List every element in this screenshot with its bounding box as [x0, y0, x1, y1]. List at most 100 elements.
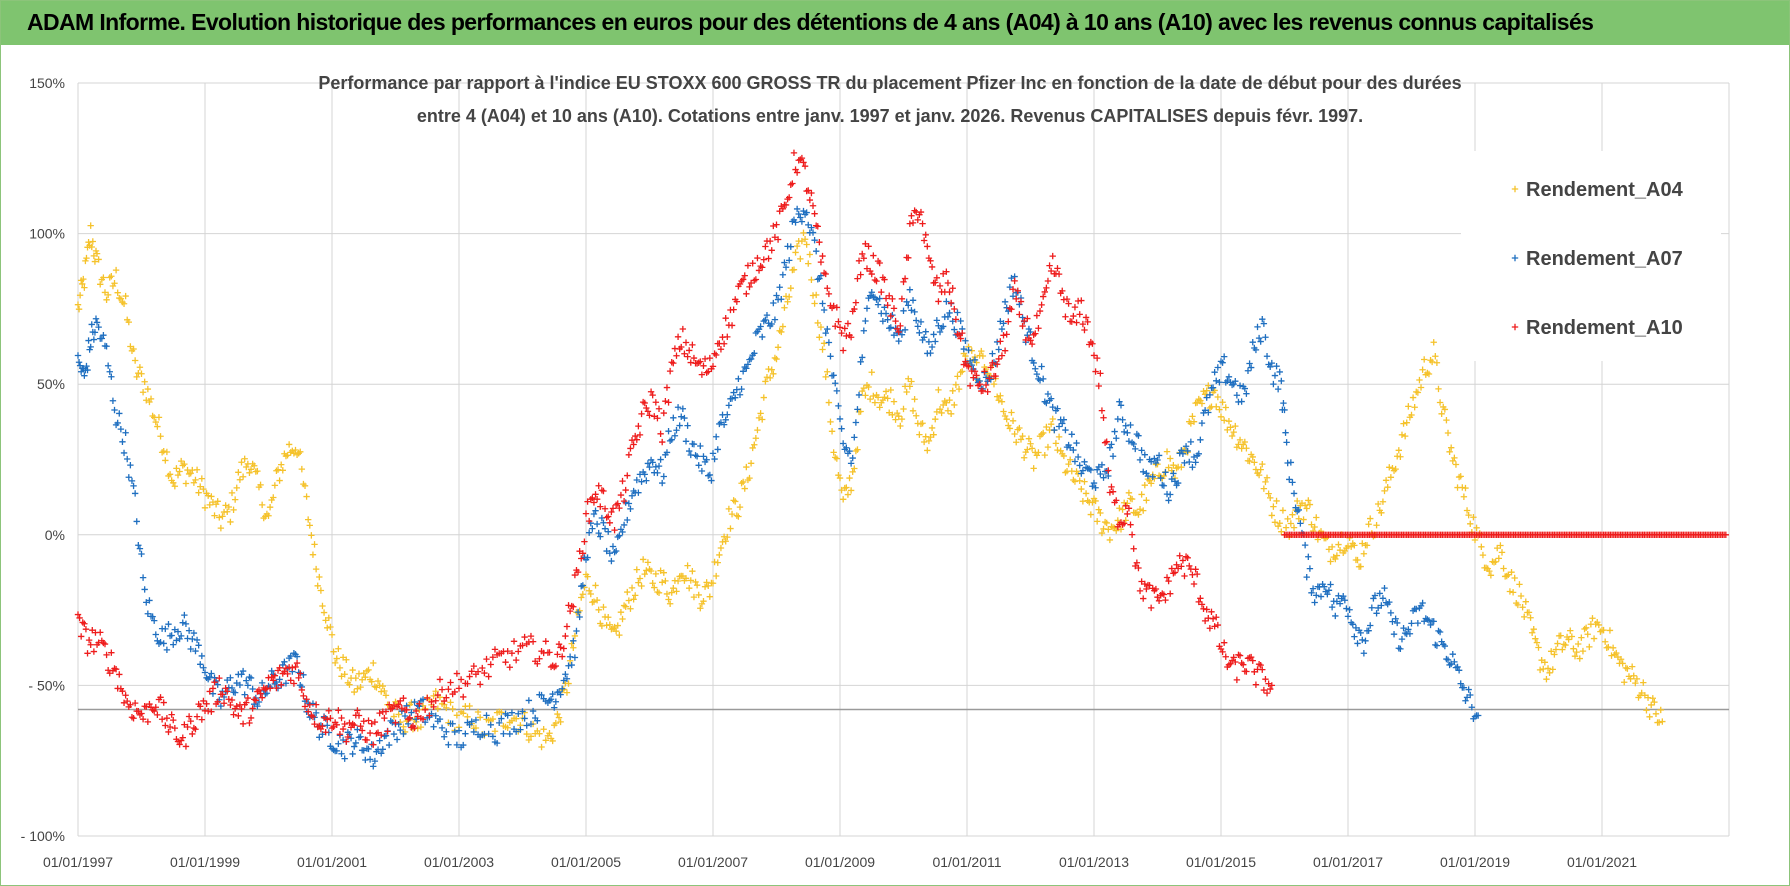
point-rendement-a04 [1363, 542, 1371, 549]
point-rendement-a07 [330, 746, 337, 754]
point-rendement-a10 [85, 636, 93, 644]
point-rendement-a10 [558, 653, 566, 660]
point-rendement-a10 [130, 715, 137, 722]
point-rendement-a04 [654, 588, 661, 596]
point-rendement-a10 [303, 696, 310, 703]
point-rendement-a07 [913, 317, 920, 324]
point-rendement-a04 [930, 431, 937, 438]
point-rendement-a07 [862, 317, 869, 325]
point-rendement-a07 [496, 719, 503, 727]
point-rendement-a04 [79, 280, 86, 288]
point-rendement-a04 [241, 455, 248, 462]
point-rendement-a04 [754, 426, 761, 434]
point-rendement-a04 [617, 608, 625, 616]
point-rendement-a04 [362, 673, 369, 681]
legend-label-rendement-a04: Rendement_A04 [1526, 179, 1684, 201]
point-rendement-a04 [1140, 507, 1147, 514]
point-rendement-a10 [1128, 531, 1136, 538]
point-rendement-a07 [157, 639, 164, 646]
legend-marker-rendement-a10 [1511, 323, 1519, 331]
point-rendement-a04 [1203, 387, 1210, 394]
point-rendement-a04 [144, 385, 152, 393]
point-rendement-a10 [562, 632, 569, 640]
point-rendement-a04 [632, 592, 639, 599]
series-rendement-a07 [74, 205, 1482, 770]
point-rendement-a10 [1268, 682, 1275, 689]
point-rendement-a10 [644, 408, 652, 415]
point-rendement-a04 [751, 441, 758, 448]
point-rendement-a10 [171, 724, 179, 732]
point-rendement-a10 [808, 189, 815, 197]
point-rendement-a04 [868, 369, 875, 376]
point-rendement-a07 [1192, 459, 1199, 466]
point-rendement-a04 [1290, 524, 1298, 531]
point-rendement-a04 [182, 480, 190, 487]
point-rendement-a07 [1197, 436, 1204, 444]
point-rendement-a07 [75, 359, 83, 366]
point-rendement-a07 [114, 419, 121, 427]
point-rendement-a10 [428, 698, 435, 705]
point-rendement-a04 [546, 730, 553, 737]
point-rendement-a10 [765, 255, 772, 262]
point-rendement-a10 [197, 703, 204, 710]
point-rendement-a10 [616, 504, 623, 512]
point-rendement-a04 [1551, 651, 1558, 658]
point-rendement-a04 [1101, 518, 1109, 526]
point-rendement-a07 [781, 259, 788, 266]
point-rendement-a04 [1097, 509, 1104, 517]
point-rendement-a07 [595, 529, 602, 537]
point-rendement-a07 [847, 460, 855, 467]
point-rendement-a10 [571, 571, 579, 579]
point-rendement-a10 [986, 375, 993, 382]
point-rendement-a04 [1517, 592, 1525, 600]
point-rendement-a04 [1057, 447, 1064, 455]
point-rendement-a10 [290, 680, 298, 687]
point-rendement-a10 [860, 255, 868, 262]
point-rendement-a04 [343, 656, 350, 663]
point-rendement-a07 [149, 613, 156, 620]
point-rendement-a10 [322, 729, 329, 736]
point-rendement-a10 [666, 367, 674, 375]
point-rendement-a04 [1213, 403, 1220, 410]
point-rendement-a04 [1379, 498, 1387, 505]
x-tick-label: 01/01/2009 [805, 854, 875, 870]
point-rendement-a04 [962, 352, 969, 360]
point-rendement-a10 [600, 487, 607, 495]
point-rendement-a07 [393, 736, 401, 743]
point-rendement-a07 [1049, 403, 1056, 411]
point-rendement-a10 [230, 711, 237, 718]
point-rendement-a04 [1535, 644, 1542, 651]
point-rendement-a04 [1219, 399, 1226, 406]
point-rendement-a04 [542, 737, 549, 744]
point-rendement-a07 [1290, 490, 1298, 497]
point-rendement-a10 [633, 436, 640, 443]
point-rendement-a07 [385, 741, 393, 749]
point-rendement-a07 [852, 419, 860, 426]
point-rendement-a10 [657, 430, 664, 438]
point-rendement-a07 [519, 708, 526, 715]
y-tick-label: - 50% [28, 677, 65, 693]
point-rendement-a10 [935, 298, 942, 305]
point-rendement-a10 [97, 629, 104, 636]
point-rendement-a10 [81, 620, 88, 627]
point-rendement-a10 [219, 691, 226, 698]
point-rendement-a04 [1609, 644, 1617, 651]
point-rendement-a04 [306, 522, 313, 529]
point-rendement-a10 [603, 514, 610, 521]
point-rendement-a07 [1313, 592, 1320, 599]
point-rendement-a10 [974, 382, 982, 389]
point-rendement-a07 [489, 733, 497, 740]
point-rendement-a07 [120, 449, 128, 457]
point-rendement-a04 [1651, 698, 1658, 706]
point-rendement-a10 [782, 201, 790, 209]
point-rendement-a07 [1324, 591, 1331, 598]
point-rendement-a10 [421, 706, 429, 714]
point-rendement-a07 [1036, 377, 1044, 384]
point-rendement-a04 [1225, 417, 1233, 425]
point-rendement-a04 [1447, 444, 1455, 451]
point-rendement-a04 [166, 471, 174, 478]
point-rendement-a10 [909, 219, 917, 227]
point-rendement-a10 [464, 680, 471, 687]
point-rendement-a07 [1444, 656, 1452, 664]
point-rendement-a10 [227, 701, 234, 709]
